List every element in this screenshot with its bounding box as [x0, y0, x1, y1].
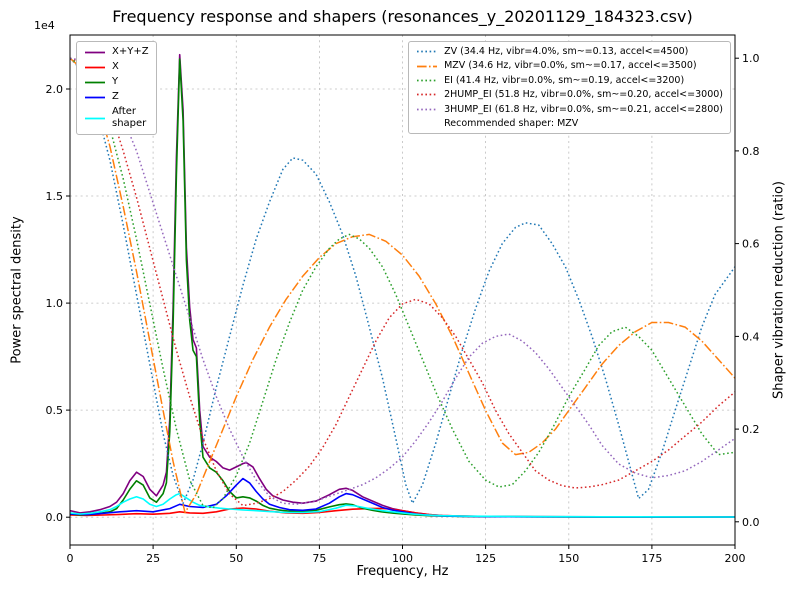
- legend-line-sample: [85, 51, 105, 53]
- y-right-tick-label: 0.0: [742, 516, 760, 529]
- legend-item-recommended: Recommended shaper: MZV: [416, 118, 723, 129]
- legend-line-y-icon: [84, 77, 106, 88]
- psd-legend: X+Y+Z X Y Z After shaper: [76, 41, 157, 135]
- shaper-curve-2hump-ei: [70, 57, 735, 507]
- legend-line-sample: [85, 96, 105, 98]
- legend-label-mzv: MZV (34.6 Hz, vibr=0.0%, sm~=0.17, accel…: [444, 60, 697, 72]
- legend-label-recommended: Recommended shaper: MZV: [444, 117, 579, 129]
- y-right-tick-label: 0.6: [742, 238, 760, 251]
- y-left-tick-label: 0.5: [46, 404, 64, 417]
- y-right-tick-label: 0.4: [742, 330, 760, 343]
- legend-line-x-icon: [84, 62, 106, 73]
- shaper-curve-mzv: [70, 57, 735, 514]
- legend-label-3hump-ei: 3HUMP_EI (61.8 Hz, vibr=0.0%, sm~=0.21, …: [444, 103, 723, 115]
- legend-item-3hump-ei: 3HUMP_EI (61.8 Hz, vibr=0.0%, sm~=0.21, …: [416, 104, 723, 115]
- y-right-tick-label: 0.8: [742, 145, 760, 158]
- legend-item-xyz: X+Y+Z: [84, 46, 149, 58]
- legend-line-sample: [85, 81, 105, 83]
- legend-line-2hump-ei-icon: [416, 89, 438, 100]
- y-left-tick-label: 1.5: [46, 190, 64, 203]
- legend-line-sample: [417, 79, 438, 82]
- x-tick-label: 25: [146, 552, 160, 565]
- legend-item-x: X: [84, 61, 149, 73]
- legend-item-after-shaper: After shaper: [84, 106, 149, 130]
- legend-item-y: Y: [84, 76, 149, 88]
- shaper-legend: ZV (34.4 Hz, vibr=4.0%, sm~=0.13, accel<…: [408, 41, 731, 135]
- chart-title: Frequency response and shapers (resonanc…: [112, 7, 693, 26]
- legend-label-zv: ZV (34.4 Hz, vibr=4.0%, sm~=0.13, accel<…: [444, 46, 689, 57]
- legend-line-xyz-icon: [84, 47, 106, 58]
- legend-label-after-shaper: After shaper: [112, 106, 147, 129]
- legend-line-sample: [417, 65, 438, 67]
- x-tick-label: 200: [725, 552, 746, 565]
- shaper-curve-ei: [70, 57, 735, 509]
- y-left-tick-label: 1.0: [46, 297, 64, 310]
- x-tick-label: 150: [558, 552, 579, 565]
- legend-label-2hump-ei: 2HUMP_EI (51.8 Hz, vibr=0.0%, sm~=0.20, …: [444, 89, 723, 101]
- x-tick-label: 100: [392, 552, 413, 565]
- legend-label-x: X: [112, 61, 119, 72]
- psd-curve-after-shaper: [70, 492, 735, 518]
- x-tick-label: 75: [312, 552, 326, 565]
- shaper-curve-zv: [70, 57, 735, 505]
- legend-label-xyz: X+Y+Z: [112, 46, 149, 57]
- x-axis-label: Frequency, Hz: [356, 564, 449, 579]
- legend-line-sample: [417, 50, 438, 53]
- legend-line-sample: [85, 66, 105, 68]
- legend-label-ei: EI (41.4 Hz, vibr=0.0%, sm~=0.19, accel<…: [444, 74, 685, 86]
- x-tick-label: 0: [67, 552, 74, 565]
- x-tick-label: 50: [229, 552, 243, 565]
- legend-item-ei: EI (41.4 Hz, vibr=0.0%, sm~=0.19, accel<…: [416, 75, 723, 86]
- legend-line-z-icon: [84, 92, 106, 103]
- legend-item-mzv: MZV (34.6 Hz, vibr=0.0%, sm~=0.17, accel…: [416, 60, 723, 71]
- y-left-tick-label: 0.0: [46, 511, 64, 524]
- y-right-tick-label: 0.2: [742, 423, 760, 436]
- legend-item-zv: ZV (34.4 Hz, vibr=4.0%, sm~=0.13, accel<…: [416, 46, 723, 57]
- y-right-tick-label: 1.0: [742, 52, 760, 65]
- legend-label-z: Z: [112, 91, 119, 102]
- y-left-tick-label: 2.0: [46, 83, 64, 96]
- curves-group: [70, 53, 735, 518]
- legend-line-sample: [85, 117, 105, 119]
- legend-line-ei-icon: [416, 75, 438, 86]
- x-tick-label: 175: [641, 552, 662, 565]
- legend-blank-icon: [416, 118, 438, 129]
- legend-line-sample: [417, 93, 438, 96]
- legend-item-2hump-ei: 2HUMP_EI (51.8 Hz, vibr=0.0%, sm~=0.20, …: [416, 89, 723, 100]
- legend-line-after-shaper-icon: [84, 113, 106, 124]
- y-axis-offset-text: 1e4: [34, 19, 55, 32]
- legend-line-3hump-ei-icon: [416, 104, 438, 115]
- x-tick-label: 125: [475, 552, 496, 565]
- legend-line-zv-icon: [416, 46, 438, 57]
- legend-line-mzv-icon: [416, 61, 438, 72]
- legend-item-z: Z: [84, 91, 149, 103]
- legend-line-sample: [417, 108, 438, 111]
- legend-label-y: Y: [112, 76, 119, 87]
